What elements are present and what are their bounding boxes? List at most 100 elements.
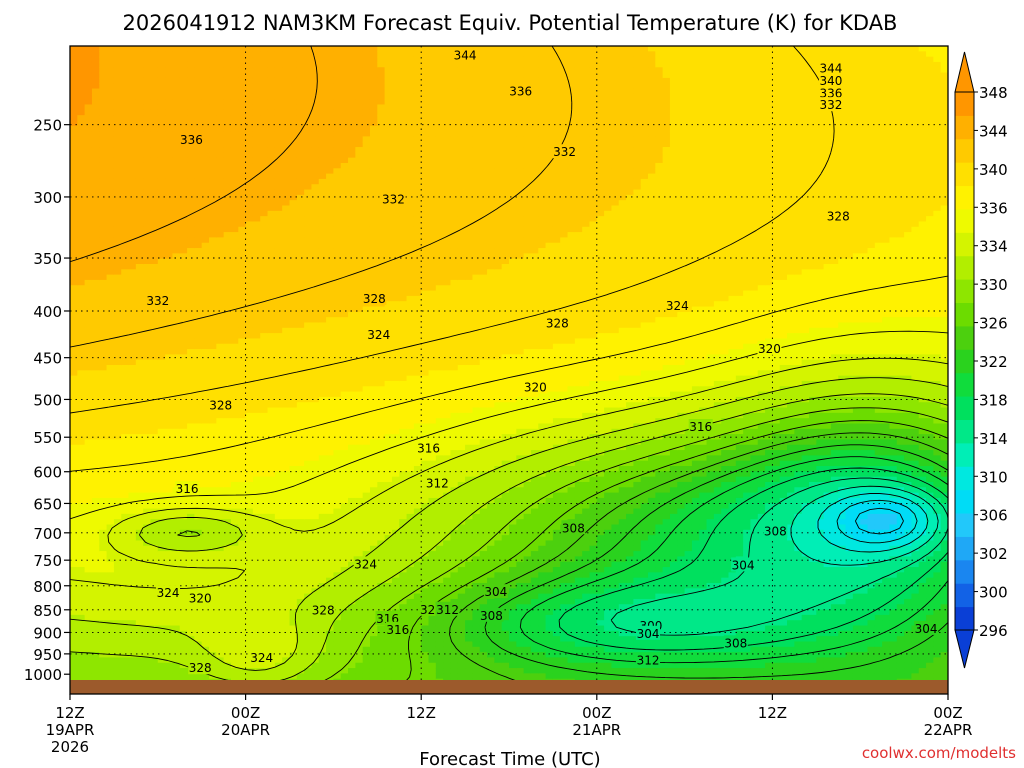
field-cell bbox=[194, 295, 203, 302]
field-cell bbox=[348, 402, 356, 409]
field-cell bbox=[340, 327, 349, 334]
field-cell bbox=[333, 157, 342, 164]
field-cell bbox=[230, 131, 239, 137]
field-cell bbox=[121, 370, 130, 377]
field-cell bbox=[289, 535, 298, 542]
field-cell bbox=[267, 162, 276, 169]
field-cell bbox=[340, 210, 349, 217]
field-cell bbox=[326, 673, 334, 680]
field-cell bbox=[194, 471, 203, 478]
field-cell bbox=[274, 402, 283, 409]
field-cell bbox=[157, 333, 166, 340]
field-cell bbox=[230, 173, 239, 180]
field-cell bbox=[326, 396, 334, 403]
field-cell bbox=[128, 609, 137, 616]
field-cell bbox=[260, 141, 269, 148]
field-cell bbox=[143, 343, 152, 350]
field-cell bbox=[113, 115, 122, 122]
field-cell bbox=[311, 561, 320, 568]
field-cell bbox=[99, 476, 108, 483]
field-cell bbox=[333, 115, 342, 122]
field-cell bbox=[128, 77, 137, 84]
field-cell bbox=[333, 258, 342, 265]
field-cell bbox=[260, 131, 269, 137]
field-cell bbox=[135, 466, 144, 472]
field-cell bbox=[340, 466, 349, 472]
field-cell bbox=[113, 365, 122, 371]
field-cell bbox=[230, 274, 239, 281]
field-cell bbox=[282, 56, 291, 63]
field-cell bbox=[135, 556, 144, 563]
field-cell bbox=[282, 503, 291, 510]
field-cell bbox=[252, 333, 261, 340]
field-cell bbox=[165, 572, 174, 579]
field-cell bbox=[172, 359, 181, 366]
field-cell bbox=[165, 609, 174, 616]
field-cell bbox=[289, 109, 298, 116]
field-cell bbox=[252, 104, 261, 111]
field-cell bbox=[304, 141, 313, 148]
field-cell bbox=[91, 567, 100, 573]
field-cell bbox=[121, 173, 130, 180]
field-cell bbox=[238, 556, 247, 563]
field-cell bbox=[362, 646, 371, 653]
field-cell bbox=[187, 242, 195, 249]
field-cell bbox=[326, 88, 334, 95]
field-cell bbox=[113, 301, 122, 308]
field-cell bbox=[216, 136, 225, 143]
field-cell bbox=[84, 636, 93, 643]
field-cell bbox=[369, 221, 378, 228]
field-cell bbox=[230, 301, 239, 308]
field-cell bbox=[326, 540, 334, 547]
field-cell bbox=[289, 67, 298, 74]
field-cell bbox=[296, 466, 305, 472]
field-cell bbox=[267, 152, 276, 159]
field-cell bbox=[150, 567, 159, 573]
field-cell bbox=[216, 306, 225, 313]
field-cell bbox=[201, 349, 210, 355]
field-cell bbox=[282, 673, 291, 680]
field-cell bbox=[194, 333, 203, 340]
field-cell bbox=[106, 274, 115, 281]
field-cell bbox=[113, 125, 122, 132]
field-cell bbox=[106, 242, 115, 249]
field-cell bbox=[333, 210, 342, 217]
field-cell bbox=[91, 51, 100, 58]
field-cell bbox=[340, 402, 349, 409]
field-cell bbox=[70, 636, 78, 643]
field-cell bbox=[209, 216, 217, 223]
field-cell bbox=[172, 513, 181, 520]
field-cell bbox=[340, 354, 349, 361]
field-cell bbox=[326, 61, 334, 68]
field-cell bbox=[194, 232, 203, 238]
field-cell bbox=[326, 152, 334, 159]
field-cell bbox=[296, 301, 305, 308]
field-cell bbox=[362, 466, 371, 472]
field-cell bbox=[77, 380, 86, 387]
field-cell bbox=[187, 285, 195, 292]
field-cell bbox=[260, 412, 269, 419]
field-cell bbox=[121, 232, 130, 238]
field-cell bbox=[252, 535, 261, 542]
field-cell bbox=[99, 205, 108, 212]
field-cell bbox=[274, 194, 283, 201]
field-cell bbox=[274, 439, 283, 446]
field-cell bbox=[128, 561, 137, 568]
field-cell bbox=[179, 184, 188, 191]
field-cell bbox=[113, 460, 122, 467]
field-cell bbox=[209, 349, 217, 355]
field-cell bbox=[99, 327, 108, 334]
field-cell bbox=[311, 460, 320, 467]
field-cell bbox=[187, 614, 195, 621]
field-cell bbox=[318, 147, 327, 153]
field-cell bbox=[143, 412, 152, 419]
field-cell bbox=[340, 365, 349, 371]
field-cell bbox=[333, 263, 342, 270]
field-cell bbox=[282, 173, 291, 180]
field-cell bbox=[179, 535, 188, 542]
field-cell bbox=[172, 609, 181, 616]
field-cell bbox=[326, 630, 334, 637]
field-cell bbox=[70, 551, 78, 557]
field-cell bbox=[326, 662, 334, 669]
field-cell bbox=[84, 242, 93, 249]
